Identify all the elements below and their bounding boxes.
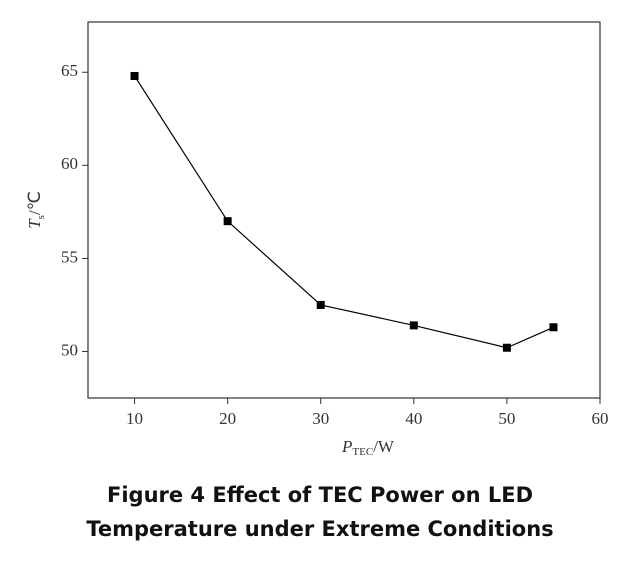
y-tick-label: 55 xyxy=(61,247,78,266)
data-point xyxy=(502,343,511,352)
x-tick-label: 20 xyxy=(219,409,236,428)
y-tick-label: 50 xyxy=(61,340,78,359)
x-axis-label: PTEC/W xyxy=(341,437,395,458)
y-axis-label: Ts/℃ xyxy=(25,191,47,229)
x-tick-label: 10 xyxy=(126,409,143,428)
data-point xyxy=(316,300,325,309)
x-tick-label: 30 xyxy=(312,409,329,428)
data-point xyxy=(130,71,139,80)
data-point xyxy=(223,217,232,226)
chart: PTEC/W Ts/℃ 10 20 30 40 50 60 50 55 60 65 xyxy=(25,21,609,458)
y-tick-label: 60 xyxy=(61,154,78,173)
caption: Figure 4 Effect of TEC Power on LED Temp… xyxy=(86,483,554,541)
x-tick-label: 50 xyxy=(498,409,515,428)
data-line xyxy=(134,75,554,349)
x-tick-label: 60 xyxy=(592,409,609,428)
x-tick-label: 40 xyxy=(405,409,422,428)
y-tick-label: 65 xyxy=(61,61,78,80)
plot-frame xyxy=(87,21,601,399)
data-point xyxy=(549,323,558,332)
data-point xyxy=(409,321,418,330)
